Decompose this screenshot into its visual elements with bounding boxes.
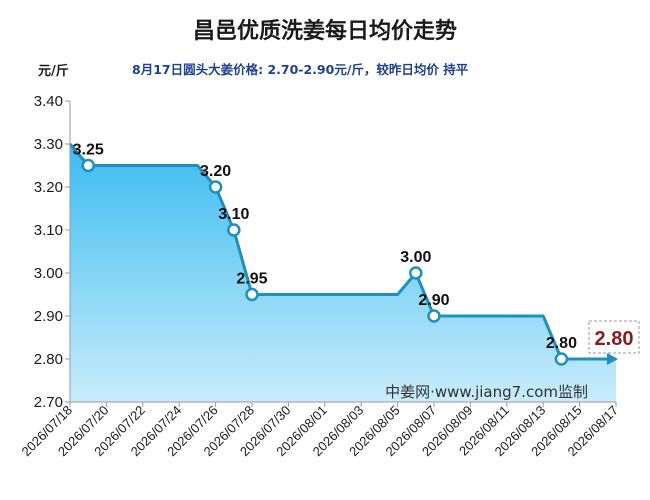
marker-layer: 3.25 3.20 3.10 2.95 3.00 2.90 2.80 xyxy=(73,142,577,366)
data-point-marker xyxy=(208,180,223,194)
data-label: 3.20 xyxy=(200,163,231,180)
y-tick-label: 3.00 xyxy=(34,265,63,282)
chart-subtitle: 8月17日圆头大姜价格: 2.70-2.90元/斤，较昨日均价 持平 xyxy=(132,62,469,77)
data-point-marker xyxy=(245,287,259,302)
y-tick-label: 3.20 xyxy=(34,179,63,196)
data-label: 2.95 xyxy=(236,271,267,288)
y-tick-label: 3.40 xyxy=(34,93,63,110)
area-layer xyxy=(68,143,618,402)
data-label: 2.80 xyxy=(546,335,577,352)
latest-value-badge: 2.80 xyxy=(588,320,640,354)
data-point-marker xyxy=(227,223,241,237)
chart-title: 昌邑优质洗姜每日均价走势 xyxy=(193,18,457,44)
watermark: 中姜网·www.jiang7.com监制 xyxy=(385,383,588,401)
line-end-arrow xyxy=(607,353,618,365)
y-tick-label: 3.10 xyxy=(34,222,63,239)
data-label: 2.90 xyxy=(418,292,449,309)
data-label: 3.00 xyxy=(400,249,431,266)
y-tick-label: 2.90 xyxy=(34,308,63,325)
y-tick-label: 2.70 xyxy=(34,394,63,411)
y-unit-label: 元/斤 xyxy=(38,63,69,79)
area-fill xyxy=(70,144,616,402)
y-tick-label: 3.30 xyxy=(34,136,63,153)
latest-value-label: 2.80 xyxy=(595,328,634,350)
y-tick-label: 2.80 xyxy=(34,351,63,368)
data-point-marker xyxy=(409,266,423,280)
data-label: 3.10 xyxy=(218,206,249,223)
latest-value-box xyxy=(588,320,640,354)
data-point-marker xyxy=(554,352,569,366)
data-point-marker xyxy=(427,309,441,323)
data-point-marker xyxy=(81,158,95,173)
series-line xyxy=(68,143,616,361)
data-label: 3.25 xyxy=(73,142,104,159)
